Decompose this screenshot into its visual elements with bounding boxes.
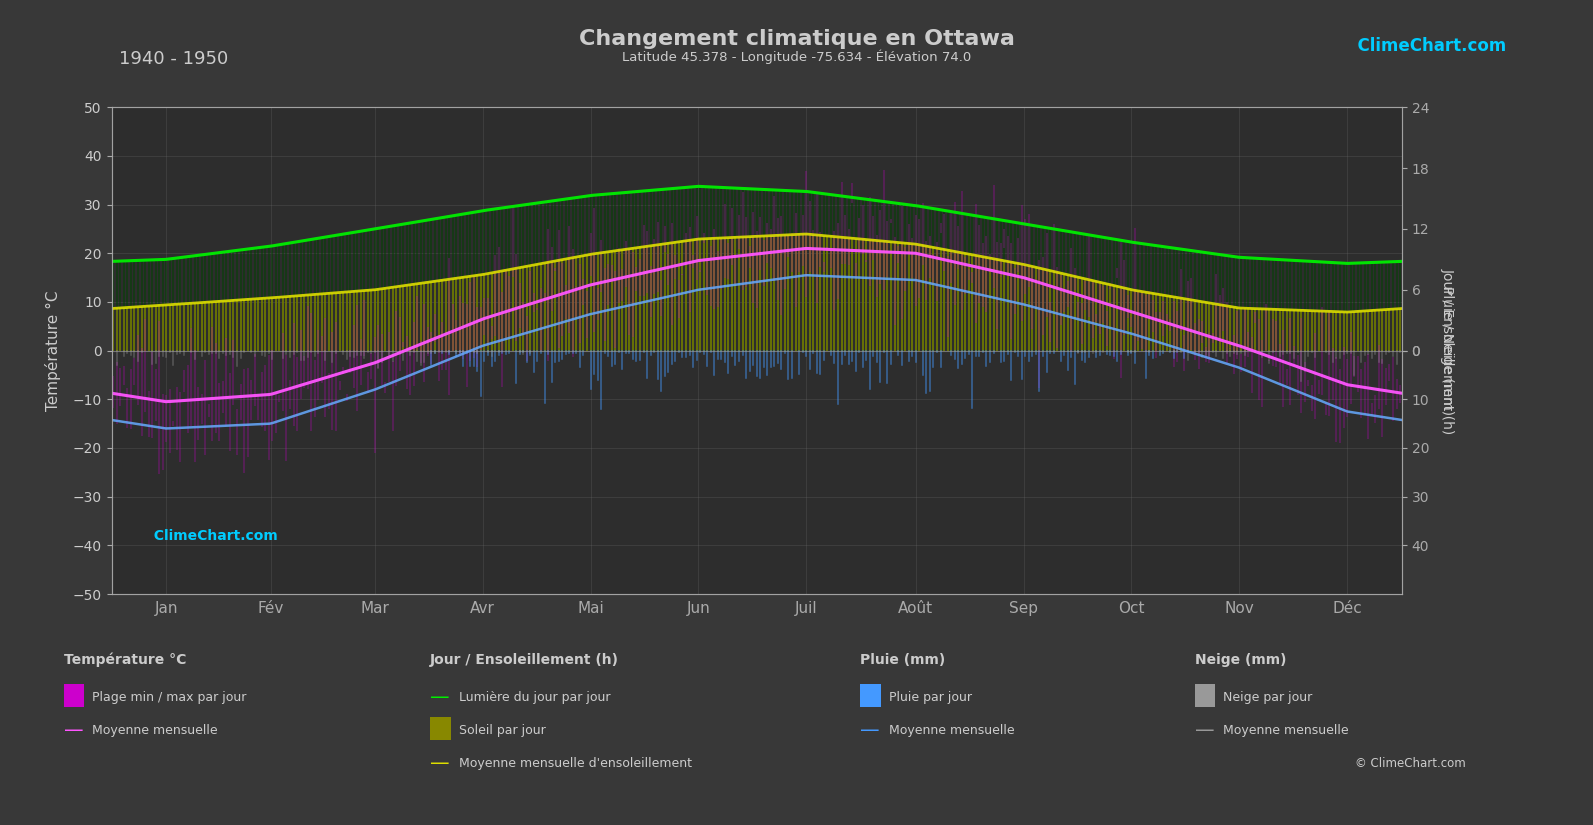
Text: —: —: [64, 720, 83, 740]
Text: Plage min / max par jour: Plage min / max par jour: [92, 691, 247, 704]
Text: ClimeChart.com: ClimeChart.com: [143, 529, 277, 543]
Y-axis label: Jour / Ensoleillement (h): Jour / Ensoleillement (h): [1440, 267, 1454, 434]
Text: —: —: [1195, 720, 1214, 740]
Text: Moyenne mensuelle: Moyenne mensuelle: [889, 724, 1015, 737]
Text: Lumière du jour par jour: Lumière du jour par jour: [459, 691, 610, 704]
Text: ClimeChart.com: ClimeChart.com: [1346, 37, 1507, 55]
Text: Moyenne mensuelle d'ensoleillement: Moyenne mensuelle d'ensoleillement: [459, 757, 691, 770]
Text: —: —: [430, 753, 449, 773]
Text: Changement climatique en Ottawa: Changement climatique en Ottawa: [578, 29, 1015, 49]
Y-axis label: Pluie / Neige (mm): Pluie / Neige (mm): [1440, 286, 1454, 415]
Text: Neige par jour: Neige par jour: [1223, 691, 1313, 704]
Text: Neige (mm): Neige (mm): [1195, 653, 1286, 667]
Text: Soleil par jour: Soleil par jour: [459, 724, 545, 737]
Text: © ClimeChart.com: © ClimeChart.com: [1354, 757, 1466, 770]
Text: Pluie (mm): Pluie (mm): [860, 653, 946, 667]
Y-axis label: Température °C: Température °C: [46, 290, 62, 411]
Text: Moyenne mensuelle: Moyenne mensuelle: [92, 724, 218, 737]
Text: Température °C: Température °C: [64, 653, 186, 667]
Text: Latitude 45.378 - Longitude -75.634 - Élévation 74.0: Latitude 45.378 - Longitude -75.634 - Él…: [621, 50, 972, 64]
Text: Jour / Ensoleillement (h): Jour / Ensoleillement (h): [430, 653, 620, 667]
Text: Pluie par jour: Pluie par jour: [889, 691, 972, 704]
Text: 1940 - 1950: 1940 - 1950: [119, 50, 229, 68]
Text: —: —: [430, 687, 449, 707]
Text: —: —: [860, 720, 879, 740]
Text: Moyenne mensuelle: Moyenne mensuelle: [1223, 724, 1349, 737]
